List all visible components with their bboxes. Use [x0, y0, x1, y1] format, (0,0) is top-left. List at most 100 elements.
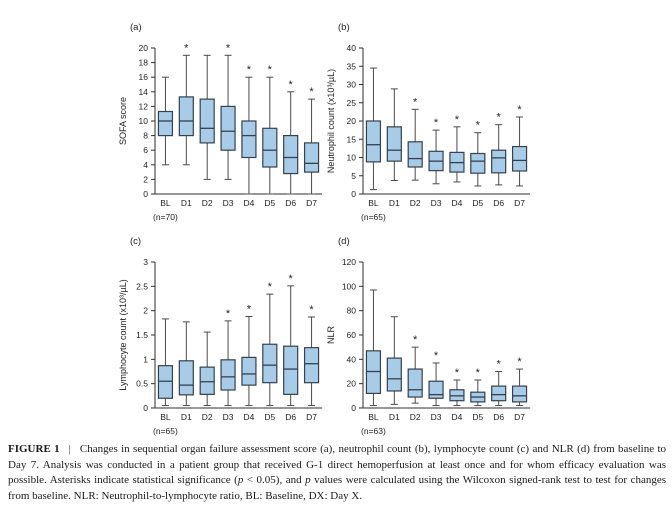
x-tick-label: D2 — [202, 198, 213, 208]
x-tick-label: D1 — [389, 198, 400, 208]
x-tick-label: D6 — [493, 412, 504, 422]
panel-label: (c) — [130, 236, 141, 247]
panel-label: (d) — [338, 236, 350, 247]
boxplot-panel-c-svg: (c) Lymphocyte count (x10³/µL) 0 0.5 1 1.5 2 2.… — [118, 236, 322, 436]
box-D5: * D5 — [262, 64, 278, 208]
box-D5: * D5 — [470, 367, 486, 422]
x-tick-label: D5 — [264, 412, 275, 422]
iqr-box — [470, 152, 486, 174]
iqr-box — [407, 141, 423, 168]
box-D7: * D7 — [303, 304, 320, 422]
significance-marker: * — [309, 86, 314, 98]
y-axis-label: SOFA score — [118, 97, 128, 145]
iqr-box — [386, 126, 402, 162]
significance-marker: * — [455, 367, 460, 379]
x-tick-label: D3 — [223, 198, 234, 208]
box-D1: D1 — [178, 321, 194, 422]
y-tick-label: 0 — [351, 403, 356, 413]
figure-caption-label: FIGURE 1 — [8, 443, 60, 455]
iqr-box — [303, 142, 320, 173]
iqr-box — [511, 385, 528, 403]
y-tick-label: 10 — [139, 116, 149, 126]
y-tick-label: 18 — [139, 58, 149, 68]
x-tick-label: BL — [368, 412, 379, 422]
x-tick-label: D6 — [285, 412, 296, 422]
iqr-box — [220, 105, 236, 151]
iqr-box — [241, 120, 257, 159]
x-tick-label: D5 — [472, 412, 483, 422]
significance-marker: * — [226, 42, 231, 54]
iqr-box — [386, 357, 402, 392]
y-tick-label: 35 — [347, 61, 357, 71]
box-D2: * D2 — [407, 96, 423, 208]
significance-marker: * — [476, 120, 481, 132]
iqr-box — [491, 149, 507, 174]
box-D4: * D4 — [241, 64, 257, 208]
x-tick-label: D6 — [493, 198, 504, 208]
significance-marker: * — [497, 359, 502, 371]
boxplot-panel-a: (a) SOFA score 0 2 4 6 8 10 12 14 16 18 20 BL (n=70) * D… — [100, 16, 350, 231]
iqr-box — [283, 345, 299, 395]
y-tick-label: 1.5 — [136, 330, 148, 340]
iqr-box — [157, 365, 174, 399]
y-tick-label: 100 — [342, 281, 356, 291]
boxplot-panel-b-svg: (b) Neutrophil count (x10³/µL) 0 5 10 15 20 25 3… — [326, 22, 530, 222]
y-tick-label: 5 — [351, 171, 356, 181]
x-tick-label: D1 — [181, 412, 192, 422]
box-D4: * D4 — [449, 367, 465, 422]
iqr-box — [303, 347, 320, 384]
significance-marker: * — [517, 356, 522, 368]
significance-marker: * — [455, 114, 460, 126]
x-tick-label: D7 — [306, 412, 317, 422]
sample-size-label: (n=70) — [153, 212, 178, 222]
box-D4: * D4 — [241, 304, 257, 422]
iqr-box — [178, 360, 194, 396]
box-D3: * D3 — [220, 308, 236, 422]
box-D2: D2 — [199, 331, 215, 422]
x-tick-label: BL — [160, 198, 171, 208]
x-tick-label: D2 — [202, 412, 213, 422]
significance-marker: * — [289, 79, 294, 91]
box-D6: * D6 — [283, 273, 299, 422]
x-tick-label: D1 — [181, 198, 192, 208]
significance-marker: * — [226, 308, 231, 320]
x-tick-label: D4 — [452, 198, 463, 208]
significance-marker: * — [289, 273, 294, 285]
y-tick-label: 20 — [347, 116, 357, 126]
y-tick-label: 30 — [347, 80, 357, 90]
y-tick-label: 20 — [347, 379, 357, 389]
iqr-box — [262, 127, 278, 168]
y-tick-label: 80 — [347, 306, 357, 316]
box-BL: BL — [365, 67, 382, 208]
iqr-box — [407, 368, 423, 398]
significance-marker: * — [517, 104, 522, 116]
box-D6: * D6 — [491, 112, 507, 208]
box-D1: D1 — [386, 316, 402, 422]
significance-marker: * — [413, 96, 418, 108]
box-D5: * D5 — [470, 120, 486, 208]
y-tick-label: 40 — [347, 354, 357, 364]
y-tick-label: 120 — [342, 257, 356, 267]
x-tick-label: D5 — [264, 198, 275, 208]
iqr-box — [178, 96, 194, 137]
y-tick-label: 2.5 — [136, 281, 148, 291]
box-D2: D2 — [199, 54, 215, 208]
significance-marker: * — [434, 350, 439, 362]
y-tick-label: 20 — [139, 43, 149, 53]
iqr-box — [199, 98, 215, 144]
significance-marker: * — [247, 304, 252, 316]
significance-marker: * — [497, 112, 502, 124]
box-D7: * D7 — [511, 356, 528, 422]
x-tick-label: D3 — [431, 412, 442, 422]
boxplot-panel-b: (b) Neutrophil count (x10³/µL) 0 5 10 15 20 25 3… — [308, 16, 558, 231]
x-tick-label: D4 — [452, 412, 463, 422]
box-D6: * D6 — [283, 79, 299, 208]
iqr-box — [491, 385, 507, 402]
box-BL: BL — [157, 318, 174, 422]
x-tick-label: D2 — [410, 198, 421, 208]
significance-marker: * — [247, 64, 252, 76]
x-tick-label: D4 — [244, 198, 255, 208]
y-axis-label: Neutrophil count (x10³/µL) — [326, 69, 336, 173]
x-tick-label: D4 — [244, 412, 255, 422]
box-BL: BL — [365, 289, 382, 422]
